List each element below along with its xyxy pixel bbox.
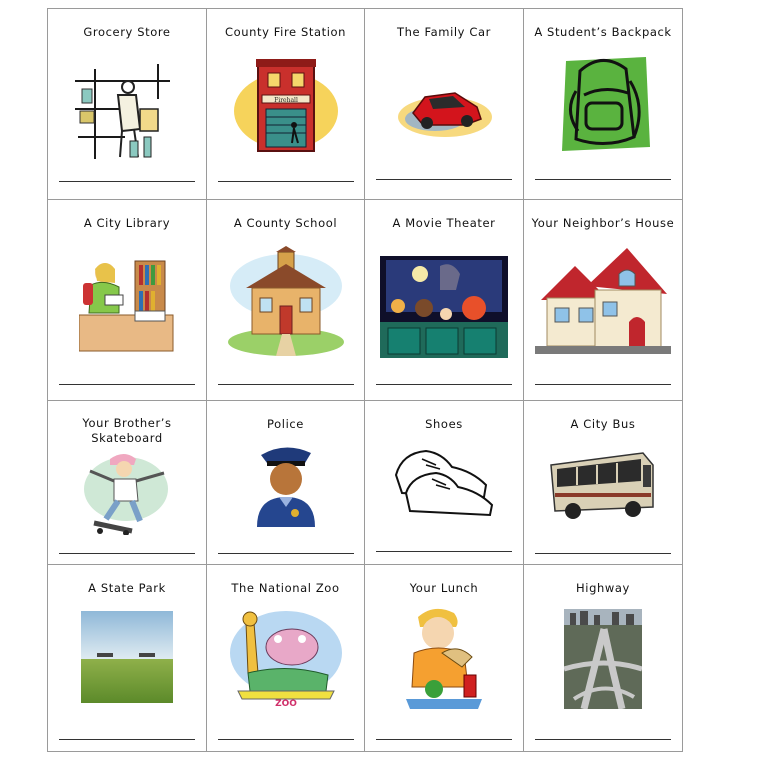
police-officer-icon (255, 441, 317, 527)
bus-icon (549, 447, 657, 523)
movie-theater-icon (380, 256, 508, 358)
park-icon (81, 611, 173, 703)
library-icon (79, 255, 175, 355)
shoes-icon (392, 445, 496, 519)
card-title: Your Neighbor’s House (531, 216, 675, 230)
card-county-school: A County School (207, 200, 365, 401)
card-title: Shoes (425, 417, 463, 431)
zoo-icon: ZOO (228, 603, 344, 707)
card-national-zoo: The National Zoo ZOO (207, 565, 365, 752)
grocery-store-icon (70, 59, 184, 165)
fire-station-icon: Firehall (232, 55, 340, 155)
answer-blank[interactable] (59, 553, 195, 554)
card-lunch: Your Lunch (365, 565, 524, 752)
card-title: A State Park (88, 581, 166, 595)
card-movie-theater: A Movie Theater (365, 200, 524, 401)
backpack-icon (550, 51, 656, 155)
skateboard-icon (80, 449, 174, 535)
card-title: Your Lunch (409, 581, 479, 595)
answer-blank[interactable] (217, 553, 354, 554)
lunch-icon (404, 603, 484, 709)
fire-station-sign: Firehall (274, 97, 298, 104)
card-title: The National Zoo (231, 581, 340, 595)
card-title: A Student’s Backpack (534, 25, 672, 39)
answer-blank[interactable] (535, 739, 671, 740)
zoo-sign: ZOO (275, 699, 297, 707)
answer-blank[interactable] (376, 179, 512, 180)
card-shoes: Shoes (365, 401, 524, 565)
answer-blank[interactable] (217, 181, 354, 182)
card-city-library: A City Library (48, 200, 207, 401)
card-grocery-store: Grocery Store (48, 9, 207, 200)
answer-blank[interactable] (59, 739, 195, 740)
house-icon (535, 244, 671, 356)
card-highway: Highway (524, 565, 683, 752)
car-icon (395, 79, 493, 139)
card-family-car: The Family Car (365, 9, 524, 200)
card-title: Police (267, 417, 304, 431)
answer-blank[interactable] (535, 384, 671, 385)
card-neighbor-house: Your Neighbor’s House (524, 200, 683, 401)
card-title: A County School (233, 216, 338, 230)
card-title: Highway (576, 581, 630, 595)
card-title: A City Library (83, 216, 171, 230)
answer-blank[interactable] (376, 739, 512, 740)
card-title: The Family Car (397, 25, 491, 39)
card-title: A Movie Theater (392, 216, 496, 230)
card-title: Grocery Store (83, 25, 171, 39)
card-backpack: A Student’s Backpack (524, 9, 683, 200)
card-city-bus: A City Bus (524, 401, 683, 565)
card-title: County Fire Station (224, 25, 347, 39)
school-icon (226, 246, 346, 358)
card-skateboard: Your Brother’s Skateboard (48, 401, 207, 565)
highway-icon (564, 609, 642, 709)
answer-blank[interactable] (376, 384, 512, 385)
answer-blank[interactable] (535, 553, 671, 554)
card-title: A City Bus (570, 417, 636, 431)
answer-blank[interactable] (59, 181, 195, 182)
card-title: Your Brother’s Skateboard (82, 416, 172, 445)
card-state-park: A State Park (48, 565, 207, 752)
answer-blank[interactable] (535, 179, 671, 180)
answer-blank[interactable] (59, 384, 195, 385)
answer-blank[interactable] (376, 551, 512, 552)
answer-blank[interactable] (217, 739, 354, 740)
card-police: Police (207, 401, 365, 565)
answer-blank[interactable] (217, 384, 354, 385)
card-fire-station: County Fire Station Firehall (207, 9, 365, 200)
worksheet-grid: Grocery Store County Fire Station (47, 8, 683, 752)
